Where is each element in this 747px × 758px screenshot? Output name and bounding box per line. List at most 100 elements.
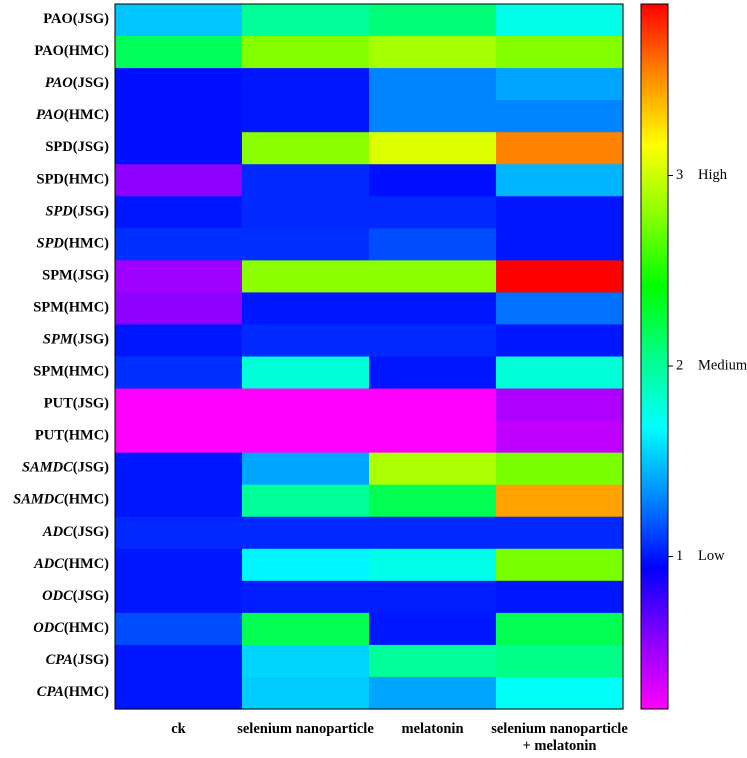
heatmap-cell	[369, 4, 497, 37]
row-label-tissue: (HMC)	[64, 107, 109, 123]
heatmap-cell	[369, 260, 497, 294]
row-label-tissue: (HMC)	[64, 428, 109, 444]
heatmap-cell	[115, 356, 243, 390]
column-label: selenium nanoparticle	[237, 721, 374, 737]
heatmap-cell	[369, 132, 497, 165]
heatmap-cell	[369, 452, 497, 486]
row-label-gene: PAO	[34, 43, 64, 59]
row-label-gene: SPM	[42, 268, 73, 284]
row-label-gene: PAO	[36, 107, 64, 123]
row-label: SPD(JSG)	[45, 204, 109, 220]
row-label-tissue: (JSG)	[73, 396, 109, 412]
heatmap-cell	[496, 548, 624, 582]
row-label: SPD(HMC)	[37, 236, 110, 252]
heatmap-cell	[115, 228, 243, 261]
heatmap-cell	[496, 676, 624, 710]
heatmap-cell	[369, 580, 497, 614]
row-label-gene: SPM	[33, 364, 64, 380]
heatmap-cell	[369, 164, 497, 197]
heatmap-cell	[242, 452, 370, 486]
row-label-tissue: (JSG)	[73, 268, 109, 284]
row-label-gene: SPD	[45, 204, 73, 220]
row-labels: PAO(JSG)PAO(HMC)PAO(JSG)PAO(HMC)SPD(JSG)…	[13, 11, 109, 700]
row-label: ODC(HMC)	[33, 620, 109, 636]
heatmap-cell	[115, 36, 243, 69]
heatmap-cell	[242, 484, 370, 518]
heatmap-cell	[496, 420, 624, 454]
heatmap-cell	[369, 612, 497, 646]
heatmap-cell	[242, 644, 370, 678]
heatmap-cell	[115, 676, 243, 710]
column-label: ck	[171, 721, 186, 737]
row-label: ADC(HMC)	[33, 556, 109, 572]
colorbar: 1 Low 2 Medium 3 High	[640, 3, 747, 710]
row-label-tissue: (HMC)	[64, 236, 109, 252]
row-label-gene: PAO	[45, 75, 73, 91]
row-label-tissue: (HMC)	[64, 492, 109, 508]
heatmap-cell	[369, 68, 497, 101]
row-label-tissue: (JSG)	[73, 524, 109, 540]
heatmap-cell	[115, 516, 243, 550]
plot-frame	[114, 3, 624, 710]
heatmap-cell	[496, 100, 624, 133]
heatmap-cell	[115, 132, 243, 165]
colorbar-level-label: High	[698, 167, 728, 183]
row-label-gene: CPA	[37, 684, 64, 700]
heatmap-cell	[496, 580, 624, 614]
heatmap-cell	[496, 4, 624, 37]
heatmap-cell	[115, 580, 243, 614]
heatmap-cell	[369, 228, 497, 261]
heatmap-cell	[496, 356, 624, 390]
heatmap-cell	[242, 356, 370, 390]
row-label-tissue: (JSG)	[73, 75, 109, 91]
heatmap-cell	[115, 388, 243, 422]
column-label-line2: + melatonin	[523, 738, 597, 753]
heatmap-cell	[115, 548, 243, 582]
heatmap-cell	[496, 260, 624, 294]
column-label: melatonin	[401, 721, 463, 737]
heatmap-cell	[242, 100, 370, 133]
colorbar-tick-label: 2	[676, 357, 683, 373]
row-label: PAO(HMC)	[34, 43, 109, 59]
colorbar-tick-label: 3	[676, 167, 683, 183]
row-label-tissue: (JSG)	[73, 11, 109, 27]
heatmap-cell	[115, 484, 243, 518]
heatmap-cell	[115, 196, 243, 229]
row-label-tissue: (HMC)	[64, 684, 109, 700]
row-label-gene: ODC	[42, 588, 73, 604]
heatmap-cell	[369, 676, 497, 710]
heatmap-cell	[115, 260, 243, 294]
heatmap-cell	[115, 68, 243, 101]
row-label-tissue: (HMC)	[64, 556, 109, 572]
row-label: PUT(JSG)	[44, 396, 109, 412]
row-label: SPM(JSG)	[42, 268, 109, 284]
heatmap-cell	[115, 292, 243, 326]
heatmap-cell	[115, 4, 243, 37]
row-label-gene: SPM	[33, 300, 64, 316]
row-label: SAMDC(JSG)	[22, 460, 109, 476]
heatmap-cell	[369, 100, 497, 133]
row-label-tissue: (JSG)	[73, 588, 109, 604]
heatmap-cell	[242, 260, 370, 294]
heatmap-cell	[242, 612, 370, 646]
row-label-tissue: (HMC)	[64, 172, 109, 188]
heatmap-cell	[369, 388, 497, 422]
row-label-tissue: (JSG)	[73, 332, 109, 348]
row-label-gene: SPD	[45, 140, 72, 156]
heatmap-cell	[496, 68, 624, 101]
column-label: selenium nanoparticle	[491, 721, 628, 737]
heatmap-cell	[115, 324, 243, 358]
heatmap-cell	[496, 196, 624, 229]
row-label: ADC(JSG)	[42, 524, 109, 540]
heatmap-cell	[115, 164, 243, 197]
row-label-gene: SAMDC	[22, 460, 73, 476]
heatmap-cell	[242, 548, 370, 582]
heatmap-cell	[369, 484, 497, 518]
heatmap-cell	[242, 388, 370, 422]
row-label: SPM(HMC)	[33, 300, 109, 316]
row-label: SPM(JSG)	[43, 332, 109, 348]
column-labels: ck selenium nanoparticle melatonin selenium…	[171, 721, 628, 754]
row-label-gene: SPM	[43, 332, 74, 348]
